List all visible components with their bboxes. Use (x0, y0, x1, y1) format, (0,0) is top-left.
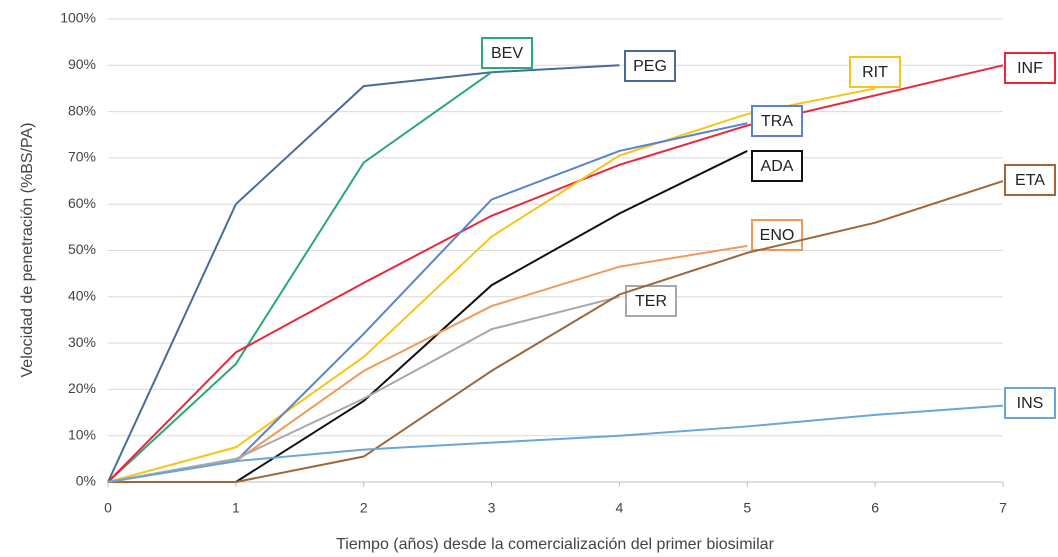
series-label: ETA (1015, 172, 1045, 189)
series-line (107, 87, 876, 483)
x-tick-label: 2 (360, 500, 368, 516)
x-tick-label: 0 (104, 500, 112, 516)
series-label: INS (1017, 395, 1044, 412)
series-label-box (625, 285, 677, 317)
y-tick-label: 10% (68, 426, 96, 442)
y-tick-label: 70% (68, 149, 96, 165)
series-line (107, 295, 620, 483)
series-label: TER (635, 293, 667, 310)
y-tick-label: 40% (68, 288, 96, 304)
y-tick-label: 0% (76, 473, 96, 489)
series-line (107, 64, 1004, 483)
series-label: RIT (862, 64, 888, 81)
series-label: ENO (760, 227, 795, 244)
series-line (107, 404, 1004, 483)
series-line (108, 180, 1004, 483)
series-label-box (1004, 387, 1056, 419)
series-label: INF (1017, 60, 1043, 77)
y-tick-label: 20% (68, 380, 96, 396)
x-tick-label: 5 (743, 500, 751, 516)
series-label-box (751, 105, 803, 137)
y-tick-label: 100% (60, 10, 96, 26)
x-tick-label: 4 (616, 500, 624, 516)
series-label: PEG (633, 58, 667, 75)
y-tick-label: 50% (68, 241, 96, 257)
series-label: TRA (761, 113, 793, 130)
x-tick-label: 1 (232, 500, 240, 516)
series-label: ADA (761, 158, 794, 175)
x-tick-label: 6 (871, 500, 879, 516)
series-line (107, 64, 620, 483)
y-tick-label: 80% (68, 102, 96, 118)
y-tick-label: 60% (68, 195, 96, 211)
series-line (107, 71, 493, 483)
series-label-box (481, 37, 533, 69)
x-axis-label: Tiempo (años) desde la comercialización … (336, 536, 774, 553)
y-tick-label: 30% (68, 334, 96, 350)
series-label-box (1004, 52, 1056, 84)
series-label: BEV (491, 45, 523, 62)
series-label-box (751, 150, 803, 182)
series-label-box (1004, 164, 1056, 196)
x-tick-label: 3 (488, 500, 496, 516)
series-label-box (624, 50, 676, 82)
series-label-box (849, 56, 901, 88)
y-axis-label: Velocidad de penetración (%BS/PA) (19, 123, 36, 378)
x-tick-label: 7 (999, 500, 1007, 516)
y-tick-label: 90% (68, 56, 96, 72)
